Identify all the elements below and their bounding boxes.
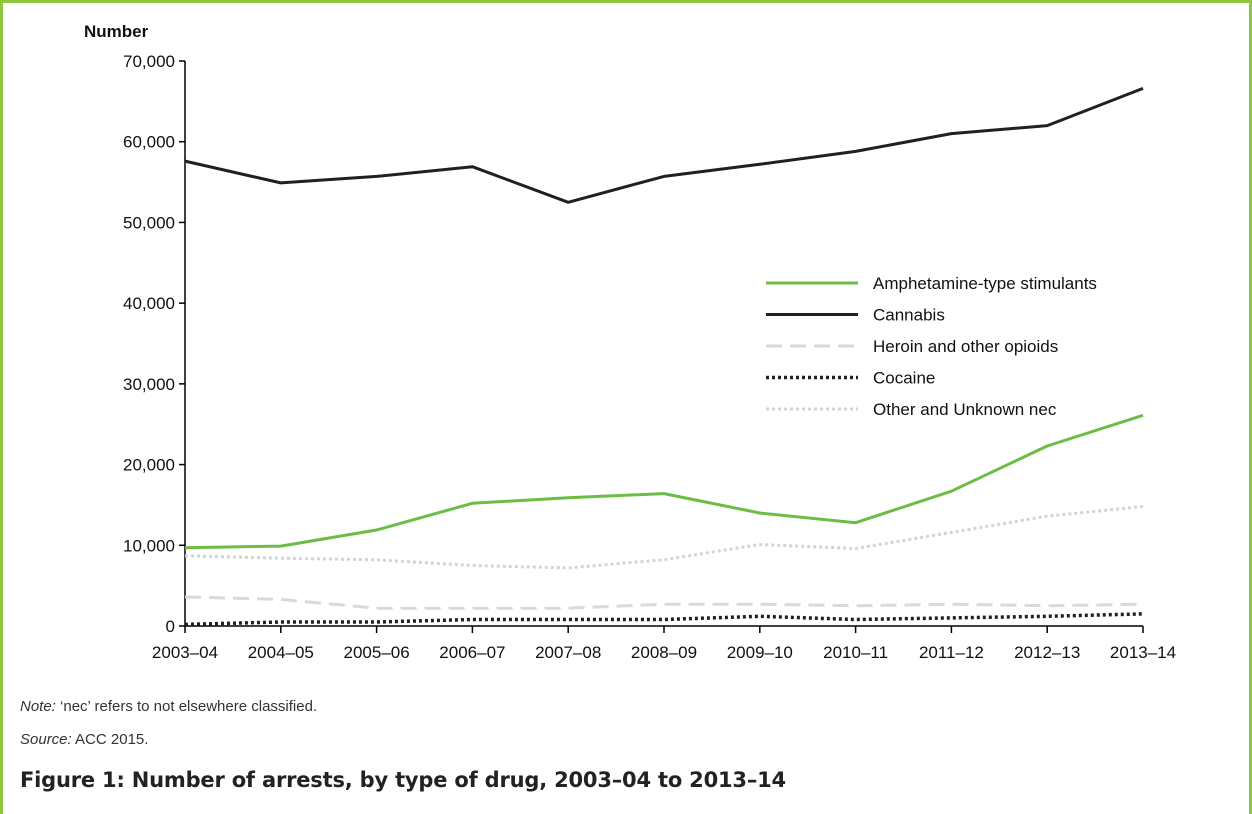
x-tick-label: 2007–08 [535, 643, 601, 662]
note-text: ‘nec’ refers to not elsewhere classified… [60, 698, 318, 715]
x-tick-label: 2011–12 [919, 643, 984, 662]
chart-note: Note: ‘nec’ refers to not elsewhere clas… [20, 698, 317, 715]
legend-label-3: Cocaine [873, 369, 935, 388]
series-line-0 [184, 413, 1144, 550]
x-tick-label: 2006–07 [439, 643, 505, 662]
x-tick-label: 2009–10 [727, 643, 793, 662]
y-tick-label: 30,000 [123, 375, 175, 394]
y-tick-label: 60,000 [123, 133, 175, 152]
x-tick-label: 2012–13 [1014, 643, 1080, 662]
x-tick-label: 2003–04 [152, 643, 218, 662]
axes: 0 10,000 20,000 30,000 40,000 50,000 60,000 70,… [123, 52, 1176, 662]
y-tick-label: 50,000 [123, 213, 175, 232]
series-line-1 [184, 87, 1144, 204]
figure-caption: Figure 1: Number of arrests, by type of … [20, 768, 786, 792]
y-tick-label: 20,000 [123, 456, 175, 475]
source-text: ACC 2015. [75, 731, 149, 748]
chart-source: Source: ACC 2015. [20, 731, 148, 748]
y-tick-label: 70,000 [123, 52, 175, 71]
source-label: Source: [20, 731, 72, 748]
legend-label-0: Amphetamine-type stimulants [873, 274, 1097, 293]
note-label: Note: [20, 698, 56, 715]
y-tick-label: 40,000 [123, 294, 175, 313]
legend: Amphetamine-type stimulants Cannabis Heroi… [766, 274, 1097, 419]
x-tick-label: 2005–06 [344, 643, 410, 662]
legend-label-2: Heroin and other opioids [873, 337, 1058, 356]
series-line-3 [184, 612, 1144, 627]
y-tick-label: 10,000 [123, 536, 175, 555]
legend-label-4: Other and Unknown nec [873, 400, 1057, 419]
series-line-2 [184, 595, 1144, 610]
x-tick-label: 2013–14 [1110, 643, 1176, 662]
line-chart: Number 0 10,000 20,000 30,000 40,000 50,000 60… [84, 22, 1176, 662]
y-tick-label: 0 [166, 617, 175, 636]
legend-label-1: Cannabis [873, 306, 945, 325]
y-axis-label: Number [84, 22, 149, 41]
x-tick-label: 2004–05 [248, 643, 314, 662]
x-tick-label: 2008–09 [631, 643, 697, 662]
series-lines [184, 87, 1144, 627]
x-tick-label: 2010–11 [823, 643, 888, 662]
